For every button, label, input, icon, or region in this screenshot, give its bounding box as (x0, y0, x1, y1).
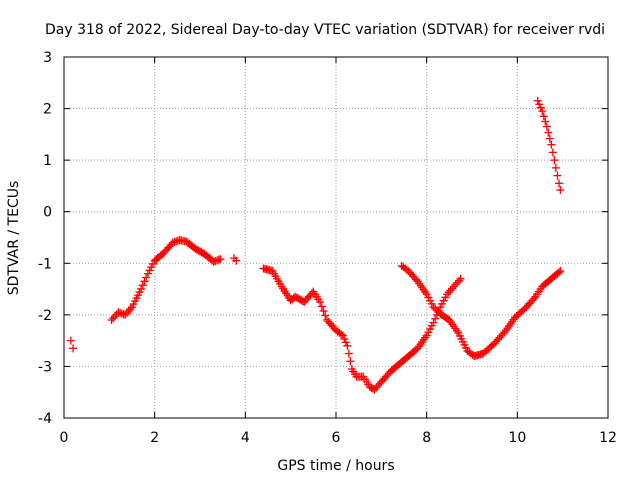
data-point (539, 112, 548, 121)
x-tick-label: 2 (150, 430, 159, 446)
data-point (316, 297, 325, 306)
data-point (538, 107, 547, 116)
data-point (541, 117, 550, 126)
data-point (451, 280, 460, 289)
data-point (444, 288, 453, 297)
data-point (556, 267, 565, 276)
data-point (547, 140, 556, 149)
data-point (109, 314, 118, 323)
y-tick-label: -2 (38, 308, 52, 324)
data-point (431, 304, 440, 313)
data-point (137, 285, 146, 294)
data-point (66, 336, 75, 345)
data-point (372, 383, 381, 392)
data-point (553, 171, 562, 180)
data-point (555, 179, 564, 188)
data-point (554, 268, 563, 277)
x-axis-label: GPS time / hours (277, 458, 394, 474)
y-tick-label: 1 (43, 153, 52, 169)
data-point (443, 290, 452, 299)
data-point (343, 341, 352, 350)
y-tick-label: 0 (43, 205, 52, 221)
chart-title: Day 318 of 2022, Sidereal Day-to-day VTE… (45, 22, 605, 38)
data-points (66, 96, 565, 394)
data-point (446, 286, 455, 295)
y-tick-label: -4 (38, 411, 52, 427)
data-point (142, 273, 151, 282)
y-tick-label: -1 (38, 256, 52, 272)
grid-lines (64, 57, 608, 418)
y-axis-label: SDTVAR / TECUs (6, 181, 22, 296)
data-point (453, 278, 462, 287)
data-point (533, 96, 542, 105)
data-point (429, 303, 438, 312)
y-axis-ticks: 3 2 1 0 -1 -2 -3 -4 (38, 50, 608, 427)
data-point (448, 284, 457, 293)
data-point (556, 186, 565, 195)
data-point (551, 163, 560, 172)
data-point (535, 100, 544, 109)
data-point (319, 306, 328, 315)
data-point (545, 134, 554, 143)
data-point (111, 312, 119, 321)
x-tick-label: 6 (332, 430, 341, 446)
data-point (449, 282, 458, 291)
data-point (317, 302, 326, 311)
data-point (373, 381, 382, 390)
data-point (140, 277, 149, 286)
data-point (346, 357, 355, 366)
x-tick-label: 0 (60, 430, 69, 446)
data-point (344, 349, 353, 358)
data-point (370, 385, 379, 394)
data-point (456, 274, 465, 283)
data-point (544, 128, 553, 137)
y-tick-label: 3 (43, 50, 52, 66)
data-point (529, 294, 538, 303)
data-point (429, 318, 438, 327)
data-point (338, 331, 347, 340)
y-tick-label: -3 (38, 359, 52, 375)
data-point (337, 330, 346, 339)
x-tick-label: 12 (599, 430, 617, 446)
data-point (126, 305, 135, 314)
data-point (124, 306, 133, 315)
data-point (69, 344, 78, 353)
data-point (536, 103, 545, 112)
data-point (454, 276, 463, 285)
data-point (321, 311, 330, 320)
data-point (121, 310, 130, 319)
x-axis-ticks: 0 2 4 6 8 10 12 (60, 57, 617, 446)
data-point (122, 308, 131, 317)
data-point (341, 338, 350, 347)
x-tick-label: 8 (422, 430, 431, 446)
data-point (550, 156, 559, 165)
data-point (216, 255, 225, 264)
data-point (107, 316, 116, 325)
x-tick-label: 4 (241, 430, 250, 446)
data-point (340, 334, 349, 343)
y-tick-label: 2 (43, 102, 52, 118)
data-point (138, 281, 147, 290)
data-point (232, 256, 241, 265)
data-point (542, 122, 551, 131)
data-point (431, 314, 440, 323)
x-tick-label: 10 (508, 430, 526, 446)
data-point (548, 148, 557, 157)
data-point (432, 306, 441, 315)
